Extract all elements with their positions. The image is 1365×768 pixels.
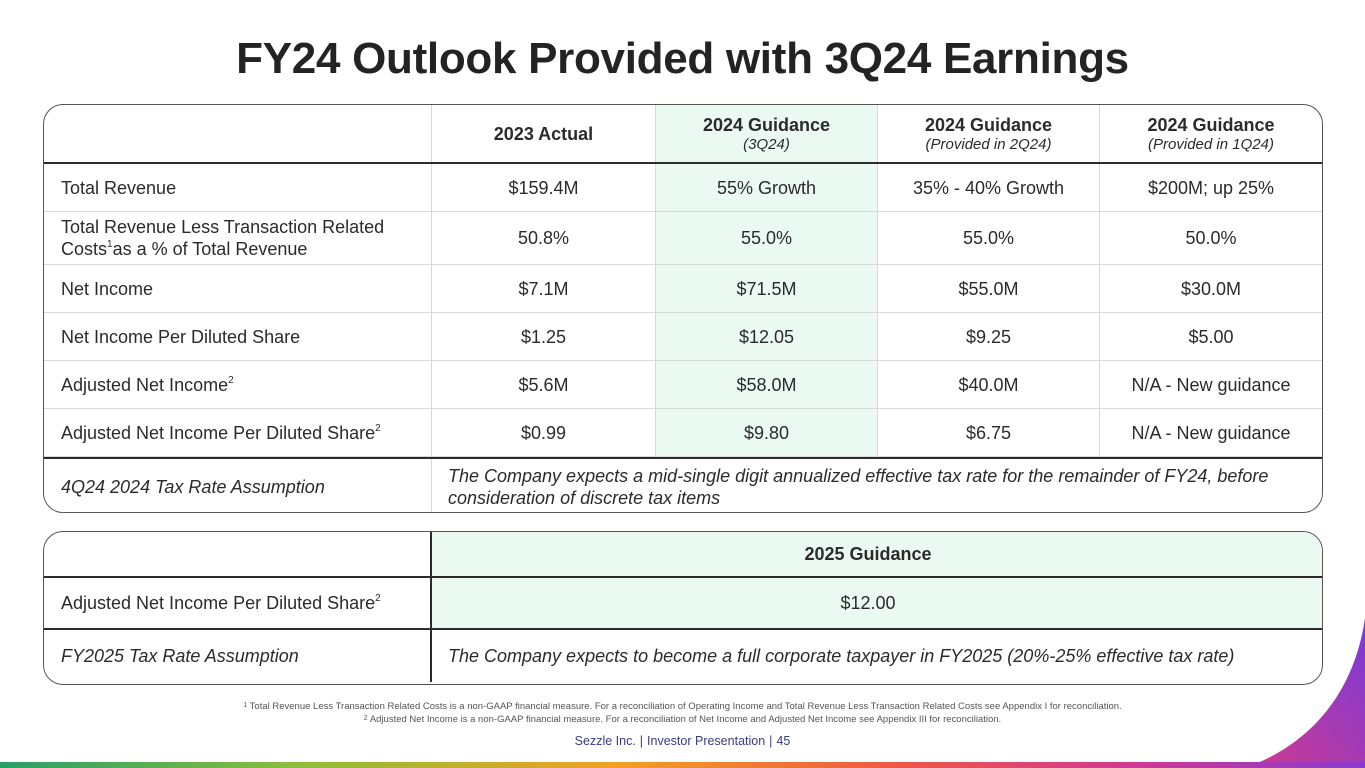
- tax-rate-text: The Company expects a mid-single digit a…: [448, 465, 1269, 508]
- value-3q24: 55% Growth: [656, 164, 878, 211]
- row-label: Adjusted Net Income Per Diluted Share2: [44, 578, 432, 628]
- fy25-guidance-table: 2025 Guidance Adjusted Net Income Per Di…: [43, 531, 1323, 685]
- value-2023: $1.25: [432, 313, 656, 360]
- header-2024-guidance-3q24: 2024 Guidance (3Q24): [656, 105, 878, 162]
- table-row: Total Revenue Less Transaction Related C…: [44, 212, 1322, 265]
- footer-deck: Investor Presentation: [647, 734, 766, 748]
- row-label: Net Income Per Diluted Share: [44, 313, 432, 360]
- tax-rate-row: 4Q24 2024 Tax Rate Assumption The Compan…: [44, 457, 1322, 512]
- corner-swoosh-decoration: [1245, 618, 1365, 768]
- table-header-row: 2023 Actual 2024 Guidance (3Q24) 2024 Gu…: [44, 105, 1322, 164]
- slide-footer: Sezzle Inc. | Investor Presentation | 45: [574, 734, 791, 748]
- value-3q24: $71.5M: [656, 265, 878, 312]
- value-2q24: $6.75: [878, 409, 1100, 456]
- footnote-ref: 2: [228, 374, 234, 386]
- value-1q24: N/A - New guidance: [1131, 422, 1291, 443]
- table-row: Adjusted Net Income2 $5.6M $58.0M $40.0M…: [44, 361, 1322, 409]
- value-3q24: $58.0M: [656, 361, 878, 408]
- value-2q24: 55.0%: [878, 212, 1100, 264]
- table-row: Net Income Per Diluted Share $1.25 $12.0…: [44, 313, 1322, 361]
- value-2q24: $55.0M: [878, 265, 1100, 312]
- value-2023: $159.4M: [432, 164, 656, 211]
- value-2q24: 35% - 40% Growth: [878, 164, 1100, 211]
- page-title: FY24 Outlook Provided with 3Q24 Earnings: [236, 34, 1129, 83]
- value-3q24: 55.0%: [656, 212, 878, 264]
- value-1q24: N/A - New guidance: [1131, 374, 1291, 395]
- footnote-2: 2 Adjusted Net Income is a non-GAAP fina…: [363, 714, 1002, 725]
- brand-gradient-bar: [0, 762, 1365, 768]
- footnote-ref: 2: [375, 422, 381, 434]
- table-row: Net Income $7.1M $71.5M $55.0M $30.0M: [44, 265, 1322, 313]
- value-2023: 50.8%: [432, 212, 656, 264]
- row-label: Adjusted Net Income2: [44, 361, 432, 408]
- value-2q24: $40.0M: [878, 361, 1100, 408]
- value-1q24: $200M; up 25%: [1147, 177, 1275, 198]
- table-row: Adjusted Net Income Per Diluted Share2 $…: [44, 578, 1322, 630]
- value-3q24: $9.80: [656, 409, 878, 456]
- value-1q24: 50.0%: [1185, 228, 1237, 248]
- tax-rate-label: FY2025 Tax Rate Assumption: [44, 630, 432, 682]
- header-2023-actual: 2023 Actual: [432, 105, 656, 162]
- table-header-row: 2025 Guidance: [44, 532, 1322, 578]
- value-2023: $5.6M: [432, 361, 656, 408]
- footnote-ref: 1: [107, 239, 113, 250]
- header-blank: [44, 532, 432, 576]
- footnote-1: 1 Total Revenue Less Transaction Related…: [243, 701, 1122, 712]
- header-2024-guidance-1q24: 2024 Guidance (Provided in 1Q24): [1147, 114, 1275, 153]
- row-label: Adjusted Net Income Per Diluted Share2: [44, 409, 432, 456]
- value-2023: $0.99: [432, 409, 656, 456]
- value-2q24: $9.25: [878, 313, 1100, 360]
- fy24-outlook-table: 2023 Actual 2024 Guidance (3Q24) 2024 Gu…: [43, 104, 1323, 513]
- row-label: Total Revenue: [44, 164, 432, 211]
- value-2023: $7.1M: [432, 265, 656, 312]
- tax-rate-text: The Company expects to become a full cor…: [448, 646, 1235, 666]
- header-2025-guidance: 2025 Guidance: [432, 532, 1322, 576]
- value-2025: $12.00: [432, 578, 1322, 628]
- footnotes: 1 Total Revenue Less Transaction Related…: [0, 700, 1365, 726]
- table-row: Total Revenue $159.4M 55% Growth 35% - 4…: [44, 164, 1322, 212]
- value-1q24: $30.0M: [1180, 278, 1242, 299]
- page-number: 45: [776, 734, 791, 748]
- header-2024-guidance-2q24: 2024 Guidance (Provided in 2Q24): [878, 105, 1100, 162]
- value-1q24: $5.00: [1188, 326, 1234, 347]
- tax-rate-label: 4Q24 2024 Tax Rate Assumption: [44, 459, 432, 512]
- table-row: Adjusted Net Income Per Diluted Share2 $…: [44, 409, 1322, 457]
- footer-company: Sezzle Inc.: [574, 734, 636, 748]
- tax-rate-row: FY2025 Tax Rate Assumption The Company e…: [44, 630, 1322, 682]
- row-label: Total Revenue Less Transaction Related C…: [44, 212, 432, 264]
- row-label: Net Income: [44, 265, 432, 312]
- header-blank: [44, 105, 432, 162]
- footnote-ref: 2: [375, 593, 381, 604]
- value-3q24: $12.05: [656, 313, 878, 360]
